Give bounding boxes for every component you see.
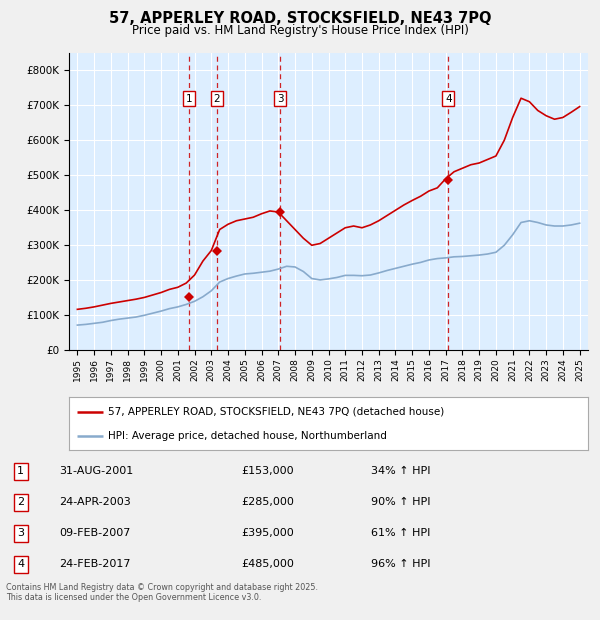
Text: £485,000: £485,000 <box>241 559 294 569</box>
Text: 3: 3 <box>17 528 24 538</box>
Text: Contains HM Land Registry data © Crown copyright and database right 2025.
This d: Contains HM Land Registry data © Crown c… <box>6 583 318 602</box>
Text: 4: 4 <box>445 94 452 104</box>
Text: 31-AUG-2001: 31-AUG-2001 <box>59 466 133 476</box>
Text: 1: 1 <box>17 466 24 476</box>
Text: 24-APR-2003: 24-APR-2003 <box>59 497 131 507</box>
Text: 2: 2 <box>17 497 24 507</box>
Text: 2: 2 <box>214 94 220 104</box>
Text: 61% ↑ HPI: 61% ↑ HPI <box>371 528 430 538</box>
Text: 90% ↑ HPI: 90% ↑ HPI <box>371 497 430 507</box>
Text: 4: 4 <box>17 559 24 569</box>
Text: £285,000: £285,000 <box>241 497 294 507</box>
Text: Price paid vs. HM Land Registry's House Price Index (HPI): Price paid vs. HM Land Registry's House … <box>131 24 469 37</box>
Text: 1: 1 <box>186 94 193 104</box>
Text: 3: 3 <box>277 94 283 104</box>
Text: HPI: Average price, detached house, Northumberland: HPI: Average price, detached house, Nort… <box>108 432 387 441</box>
Text: 09-FEB-2007: 09-FEB-2007 <box>59 528 130 538</box>
Text: 57, APPERLEY ROAD, STOCKSFIELD, NE43 7PQ: 57, APPERLEY ROAD, STOCKSFIELD, NE43 7PQ <box>109 11 491 26</box>
Text: £153,000: £153,000 <box>241 466 294 476</box>
Text: 24-FEB-2017: 24-FEB-2017 <box>59 559 130 569</box>
Text: £395,000: £395,000 <box>241 528 294 538</box>
Text: 57, APPERLEY ROAD, STOCKSFIELD, NE43 7PQ (detached house): 57, APPERLEY ROAD, STOCKSFIELD, NE43 7PQ… <box>108 407 444 417</box>
Text: 96% ↑ HPI: 96% ↑ HPI <box>371 559 430 569</box>
Text: 34% ↑ HPI: 34% ↑ HPI <box>371 466 430 476</box>
